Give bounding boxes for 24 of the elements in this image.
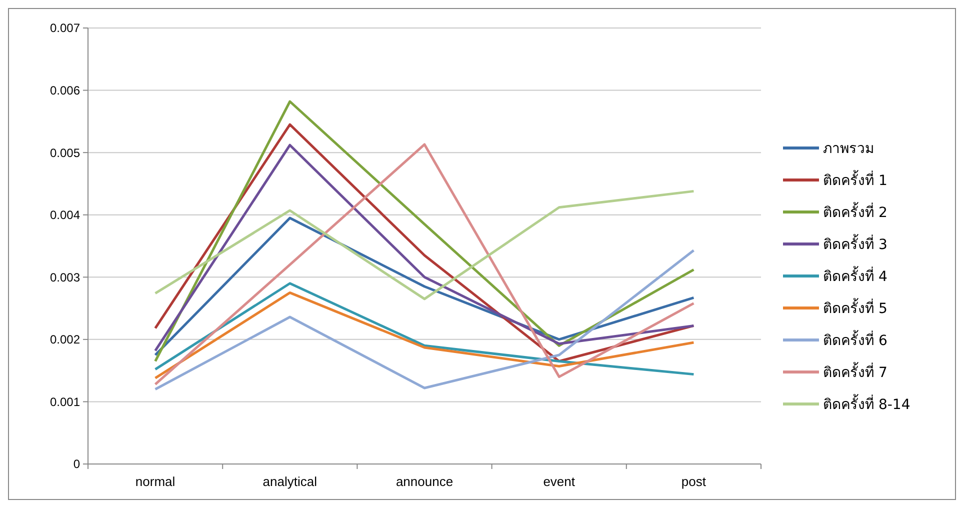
x-tick-label: post [681, 474, 706, 489]
legend-label: ติดครั้งที่ 2 [823, 202, 888, 221]
x-tick-label: event [543, 474, 576, 489]
line-series [154, 249, 695, 391]
legend-label: ติดครั้งที่ 5 [823, 298, 888, 317]
y-tick-label: 0.005 [50, 146, 80, 160]
x-tick-label: normal [135, 474, 176, 489]
legend-label: ติดครั้งที่ 4 [823, 266, 888, 285]
legend-label: ติดครั้งที่ 3 [823, 234, 888, 253]
y-tick-label: 0 [73, 457, 80, 472]
y-tick-label: 0.002 [50, 332, 80, 347]
x-tick-label: analytical [262, 474, 318, 489]
y-tick-label: 0.007 [50, 21, 80, 36]
legend-label: ติดครั้งที่ 8-14 [823, 394, 910, 413]
legend-label: ติดครั้งที่ 1 [823, 170, 888, 189]
y-tick-label: 0.001 [50, 394, 80, 409]
y-tick-label: 0.006 [50, 83, 80, 98]
y-tick-label: 0.004 [50, 208, 80, 222]
x-tick-label: announce [396, 474, 454, 489]
legend-label: ภาพรวม [823, 140, 874, 157]
y-tick-label: 0.003 [50, 270, 80, 284]
legend-label: ติดครั้งที่ 7 [823, 362, 888, 381]
line-series [154, 190, 695, 300]
legend-label: ติดครั้งที่ 6 [823, 330, 888, 349]
